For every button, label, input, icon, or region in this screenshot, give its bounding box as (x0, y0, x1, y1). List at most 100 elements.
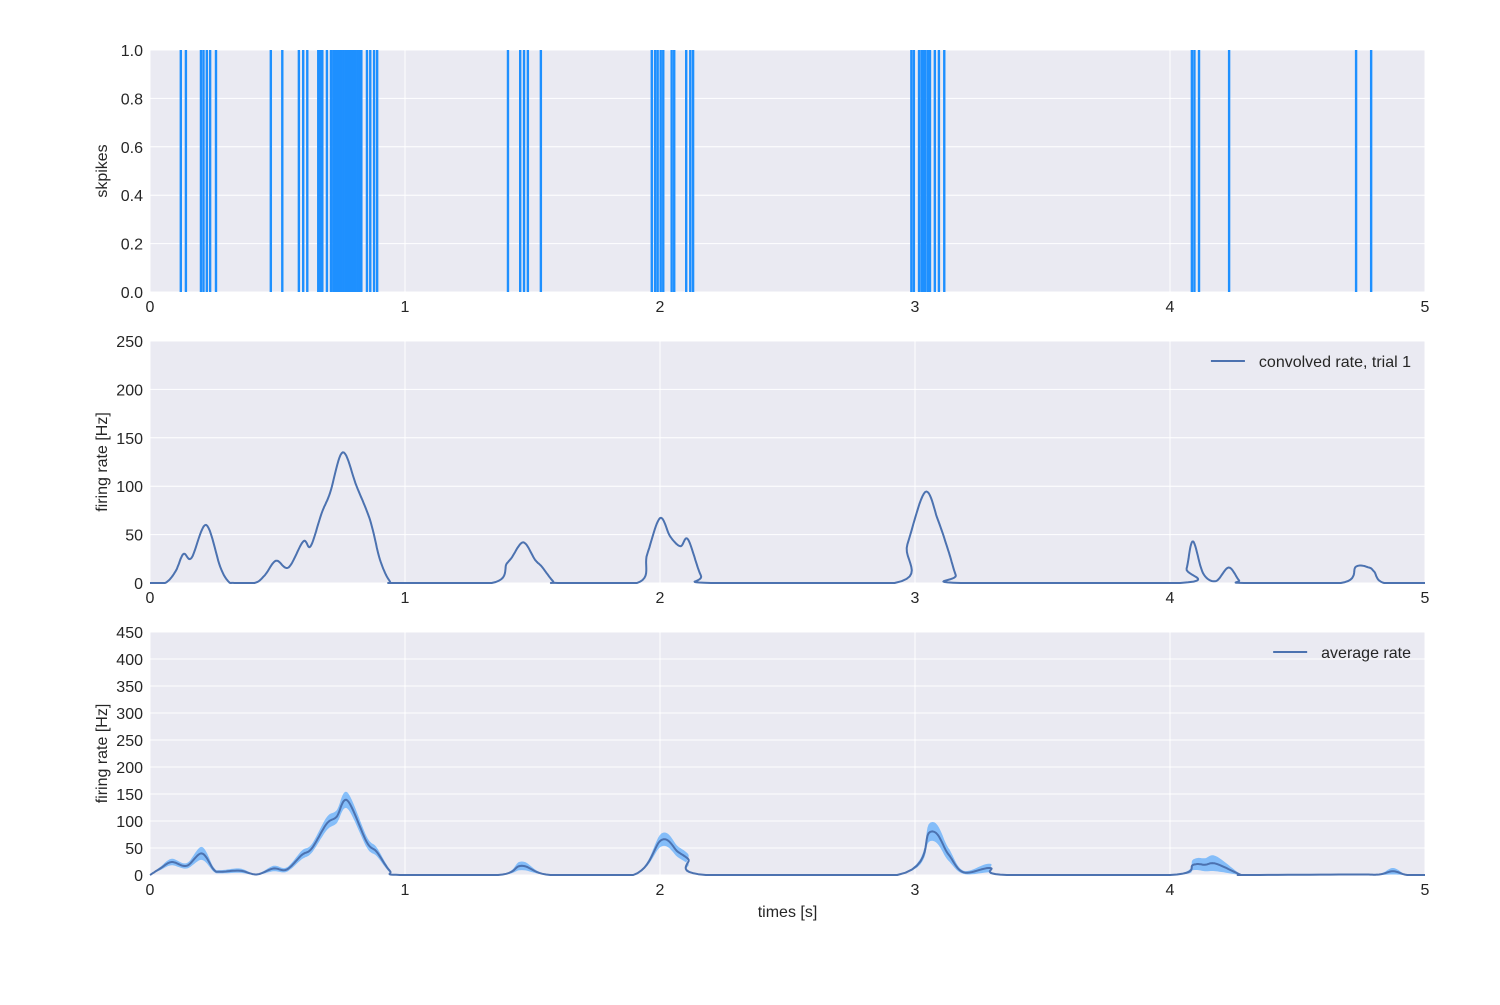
spike-line (317, 50, 320, 292)
spike-line (650, 50, 653, 292)
spike-line (297, 50, 301, 292)
spike-line (662, 50, 665, 292)
x-tick-label: 5 (1421, 299, 1430, 316)
spike-line (685, 50, 688, 292)
spike-line (670, 50, 673, 292)
spike-line (1197, 50, 1201, 292)
x-tick-label: 2 (656, 882, 665, 899)
spike-line (928, 50, 932, 292)
spike-line (920, 50, 923, 292)
spike-line (337, 50, 341, 292)
x-tick-label: 1 (401, 590, 410, 607)
spike-line (924, 50, 927, 292)
spike-line (659, 50, 662, 292)
plot-background (150, 341, 1425, 583)
x-tick-label: 1 (401, 882, 410, 899)
spike-line (933, 50, 937, 292)
spike-line (319, 50, 322, 292)
spike-line (910, 50, 913, 292)
x-tick-label: 2 (656, 590, 665, 607)
plot-background (150, 632, 1425, 875)
spike-line (369, 50, 372, 292)
spike-line (375, 50, 379, 292)
spike-line (506, 50, 510, 292)
spike-line (522, 50, 526, 292)
spike-line (926, 50, 930, 292)
legend-label: average rate (1321, 645, 1411, 662)
spike-line (333, 50, 337, 292)
x-tick-label: 0 (146, 590, 155, 607)
spike-line (1193, 50, 1196, 292)
x-tick-label: 0 (146, 299, 155, 316)
y-tick-label: 0 (134, 868, 143, 885)
spike-line (922, 50, 925, 292)
spike-line (372, 50, 376, 292)
series-line (149, 451, 1425, 584)
x-tick-label: 5 (1421, 590, 1430, 607)
spike-line (269, 50, 273, 292)
spike-line (302, 50, 305, 292)
spike-line (205, 50, 209, 292)
spike-line (346, 50, 349, 292)
spike-line (519, 50, 522, 292)
spike-line (356, 50, 359, 292)
y-tick-label: 150 (116, 787, 143, 804)
spike-line (912, 50, 916, 292)
spike-line (673, 50, 676, 292)
y-tick-label: 200 (116, 382, 143, 399)
spike-line (347, 50, 351, 292)
spike-line (306, 50, 309, 292)
y-tick-label: 0.2 (121, 237, 143, 254)
spike-line (335, 50, 339, 292)
x-tick-label: 4 (1166, 299, 1175, 316)
spike-line (339, 50, 343, 292)
spike-line (349, 50, 353, 292)
x-tick-label: 4 (1166, 882, 1175, 899)
spike-line (656, 50, 659, 292)
spike-line (1190, 50, 1194, 292)
spike-line (202, 50, 205, 292)
x-tick-label: 5 (1421, 882, 1430, 899)
spike-line (208, 50, 212, 292)
y-tick-label: 100 (116, 479, 143, 496)
y-tick-label: 350 (116, 679, 143, 696)
spike-line (365, 50, 369, 292)
y-tick-label: 150 (116, 431, 143, 448)
spike-line (1369, 50, 1373, 292)
spike-line (329, 50, 333, 292)
spike-line (344, 50, 347, 292)
y-axis-label: skpikes (94, 144, 111, 197)
spike-line (1354, 50, 1358, 292)
y-tick-label: 50 (125, 841, 143, 858)
legend-label: convolved rate, trial 1 (1259, 354, 1411, 371)
spike-line (689, 50, 692, 292)
x-tick-label: 3 (911, 299, 920, 316)
y-tick-label: 300 (116, 706, 143, 723)
x-tick-label: 1 (401, 299, 410, 316)
panel-3: 0 50 100 150 200 250 300 350 400 450 0 1 2 3 4 5 firing … (94, 625, 1430, 921)
x-tick-label: 0 (146, 882, 155, 899)
spike-line (937, 50, 941, 292)
spike-line (325, 50, 329, 292)
spike-line (539, 50, 543, 292)
spike-line (184, 50, 188, 292)
spike-line (360, 50, 363, 292)
y-tick-label: 0 (134, 576, 143, 593)
x-tick-label: 2 (656, 299, 665, 316)
x-axis-label: times [s] (758, 904, 818, 921)
x-tick-label: 3 (911, 882, 920, 899)
y-axis-label: firing rate [Hz] (94, 704, 111, 804)
y-tick-label: 0.0 (121, 285, 143, 302)
y-tick-label: 0.6 (121, 140, 143, 157)
spike-line (321, 50, 324, 292)
y-tick-label: 400 (116, 652, 143, 669)
spike-line (691, 50, 695, 292)
y-tick-label: 250 (116, 334, 143, 351)
y-tick-label: 100 (116, 814, 143, 831)
series-line (149, 798, 1426, 876)
spike-line (1227, 50, 1231, 292)
y-axis-label: firing rate [Hz] (94, 412, 111, 512)
spike-line (917, 50, 921, 292)
panel-1: 0.0 0.2 0.4 0.6 0.8 1.0 0 1 2 3 4 5 skpikes (94, 43, 1430, 316)
